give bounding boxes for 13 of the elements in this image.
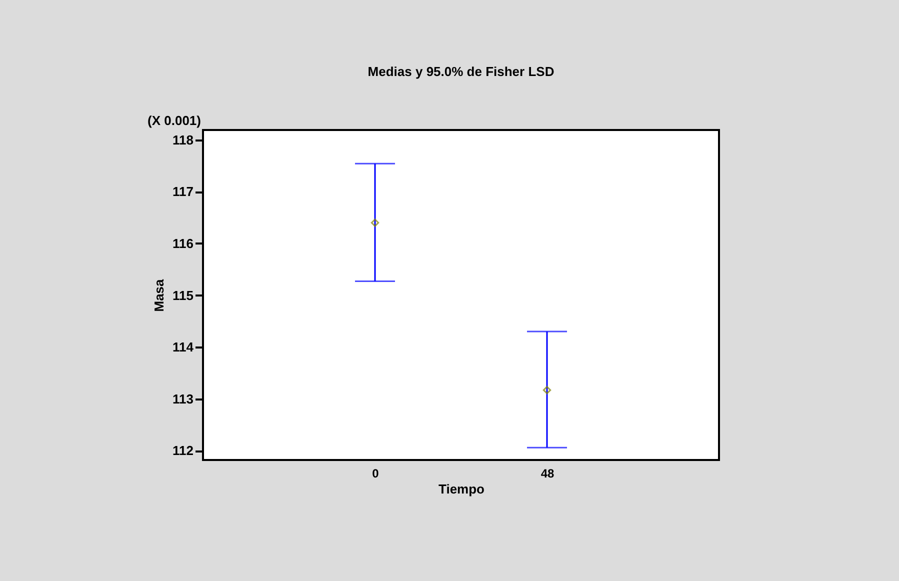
y-axis-title: Masa bbox=[152, 278, 167, 312]
y-tick-label: 117 bbox=[172, 184, 194, 200]
y-tick-label: 115 bbox=[172, 288, 194, 303]
text: (X 0.001) bbox=[148, 113, 201, 128]
y-tick-label: 113 bbox=[172, 391, 194, 406]
x-tick-label: 0 bbox=[372, 466, 380, 480]
y-tick-label: 116 bbox=[172, 236, 194, 251]
y-tick-label: 118 bbox=[172, 132, 194, 148]
y-tick-label: 112 bbox=[172, 443, 194, 458]
x-tick-label: 48 bbox=[540, 466, 554, 480]
y-tick-label: 114 bbox=[172, 340, 194, 355]
x-axis-title: Tiempo bbox=[438, 482, 485, 496]
chart-title: Medias y 95.0% de Fisher LSD bbox=[368, 64, 554, 79]
